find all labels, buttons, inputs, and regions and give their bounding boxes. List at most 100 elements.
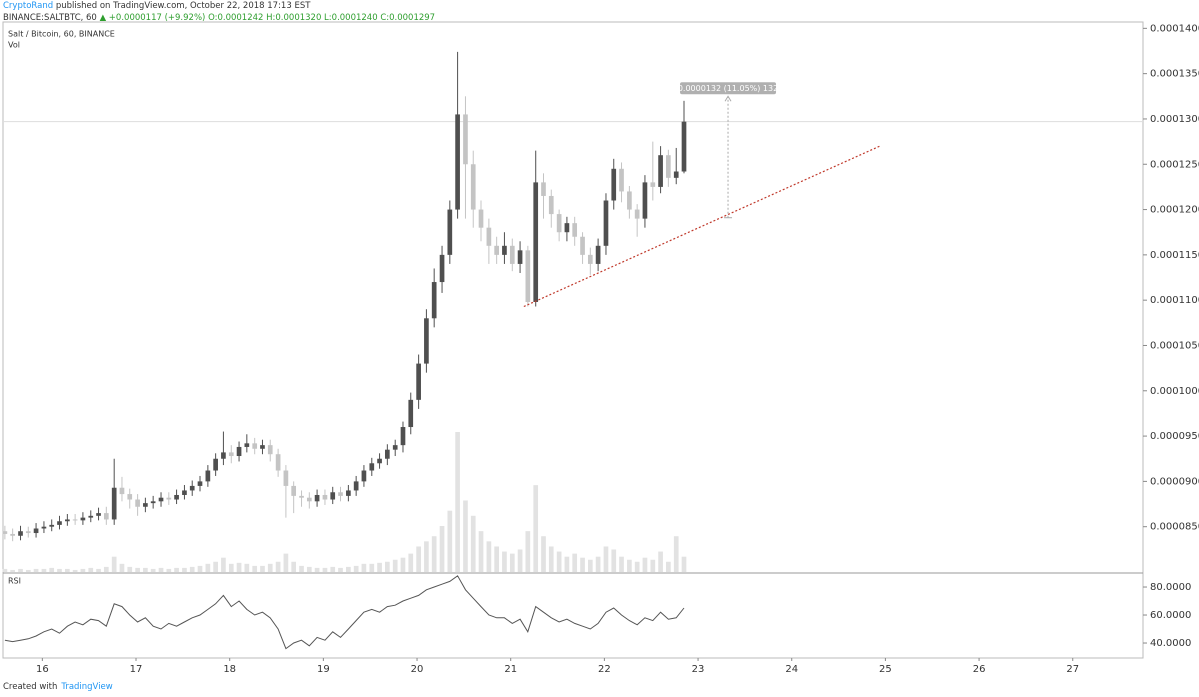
- volume-bar: [439, 526, 445, 572]
- brand[interactable]: TradingView: [61, 682, 113, 692]
- volume-bar: [330, 566, 336, 572]
- candle-body: [65, 519, 70, 522]
- volume-bar: [252, 565, 258, 572]
- volume-bar: [103, 566, 109, 572]
- volume-bar: [228, 563, 234, 572]
- candle-body: [197, 481, 203, 486]
- volume-bar: [88, 567, 94, 572]
- candle-body: [572, 223, 578, 237]
- candle-body: [314, 494, 320, 502]
- candle-body: [587, 254, 593, 264]
- candle-body: [260, 445, 265, 449]
- candle-body: [244, 443, 250, 447]
- y-tick-label: 60.0000: [1150, 610, 1191, 621]
- candle-body: [603, 200, 609, 246]
- header-line: BINANCE:SALTBTC, 60 ▲ +0.0000117 (+9.92%…: [3, 13, 435, 23]
- candle-body: [658, 155, 663, 187]
- volume-bar: [236, 562, 242, 572]
- volume-bar: [603, 546, 609, 572]
- candle-body: [33, 528, 39, 534]
- candle-body: [174, 494, 179, 500]
- candle-body: [143, 503, 148, 507]
- candle-body: [353, 481, 359, 491]
- candle-body: [252, 443, 258, 449]
- volume-bar: [650, 559, 656, 572]
- x-tick-label: 18: [223, 664, 236, 675]
- volume-bar: [135, 567, 140, 572]
- volume-bar: [486, 541, 492, 572]
- volume-bar: [275, 561, 281, 572]
- published: published on TradingView.com, October 22…: [55, 1, 311, 11]
- x-tick-label: 19: [317, 664, 330, 675]
- volume-bar: [267, 563, 273, 572]
- candle-body: [455, 114, 460, 210]
- candle-body: [580, 236, 585, 255]
- candle-body: [236, 446, 242, 457]
- candle-body: [431, 282, 437, 319]
- candle-body: [548, 195, 554, 215]
- volume-bar: [447, 510, 453, 572]
- y-tick-label: 40.0000: [1150, 638, 1191, 649]
- candle-body: [400, 427, 406, 446]
- volume-bar: [642, 557, 648, 572]
- volume-bar: [517, 549, 523, 572]
- trend-line: [523, 145, 881, 308]
- candle-body: [166, 497, 172, 500]
- plot-frame: [2, 21, 1144, 659]
- candle-body: [564, 223, 570, 233]
- volume-bar: [541, 536, 546, 572]
- created-with: Created with: [3, 682, 58, 692]
- candle-body: [150, 501, 156, 504]
- candle-body: [384, 449, 390, 459]
- volume-bar: [384, 561, 390, 572]
- volume-bar: [369, 563, 375, 572]
- volume-bar: [502, 551, 507, 572]
- chart: Salt / Bitcoin, 60, BINANCE Vol RSI 0.00…: [2, 21, 1199, 675]
- volume-bar: [18, 568, 23, 572]
- volume-bar: [431, 536, 437, 572]
- candle-body: [158, 497, 164, 502]
- candle-body: [486, 227, 492, 246]
- candle-body: [595, 245, 601, 264]
- candle-body: [291, 485, 297, 496]
- volume-bar: [291, 561, 297, 572]
- candle-body: [666, 155, 671, 178]
- candle-body: [556, 214, 562, 233]
- x-tick-label: 20: [411, 664, 424, 675]
- candle-body: [517, 250, 523, 264]
- candle-body: [361, 470, 367, 482]
- volume-bar: [322, 567, 328, 572]
- volume-bar: [681, 556, 687, 572]
- volume-bar: [49, 567, 55, 572]
- volume-bar: [666, 561, 671, 572]
- x-tick-label: 17: [130, 664, 143, 675]
- volume-bar: [627, 559, 632, 572]
- candle-body: [221, 452, 226, 459]
- x-tick-label: 27: [1066, 664, 1079, 675]
- y-tick-label: 0.0001000: [1150, 386, 1199, 397]
- volume-bar: [260, 565, 265, 572]
- y-tick-label: 80.0000: [1150, 582, 1191, 593]
- author[interactable]: CryptoRand: [3, 1, 54, 11]
- volume-bar: [150, 568, 156, 572]
- candle-body: [182, 490, 187, 495]
- candle-body: [205, 470, 211, 482]
- candle-body: [2, 531, 8, 534]
- volume-bar: [353, 565, 359, 572]
- candle-body: [478, 209, 484, 228]
- candle-body: [25, 531, 31, 534]
- x-tick-label: 22: [598, 664, 611, 675]
- volume-bar: [377, 562, 382, 572]
- volume-bar: [611, 549, 617, 572]
- volume-bar: [595, 556, 601, 572]
- candle-body: [103, 513, 109, 520]
- volume-bar: [580, 557, 585, 572]
- rsi-title: RSI: [8, 577, 21, 586]
- candle-body: [18, 531, 23, 536]
- candle-body: [369, 463, 375, 471]
- candle-body: [228, 452, 234, 457]
- volume-bar: [455, 432, 460, 572]
- candle-body: [267, 445, 273, 455]
- candle-body: [330, 492, 336, 500]
- volume-bar: [189, 566, 195, 572]
